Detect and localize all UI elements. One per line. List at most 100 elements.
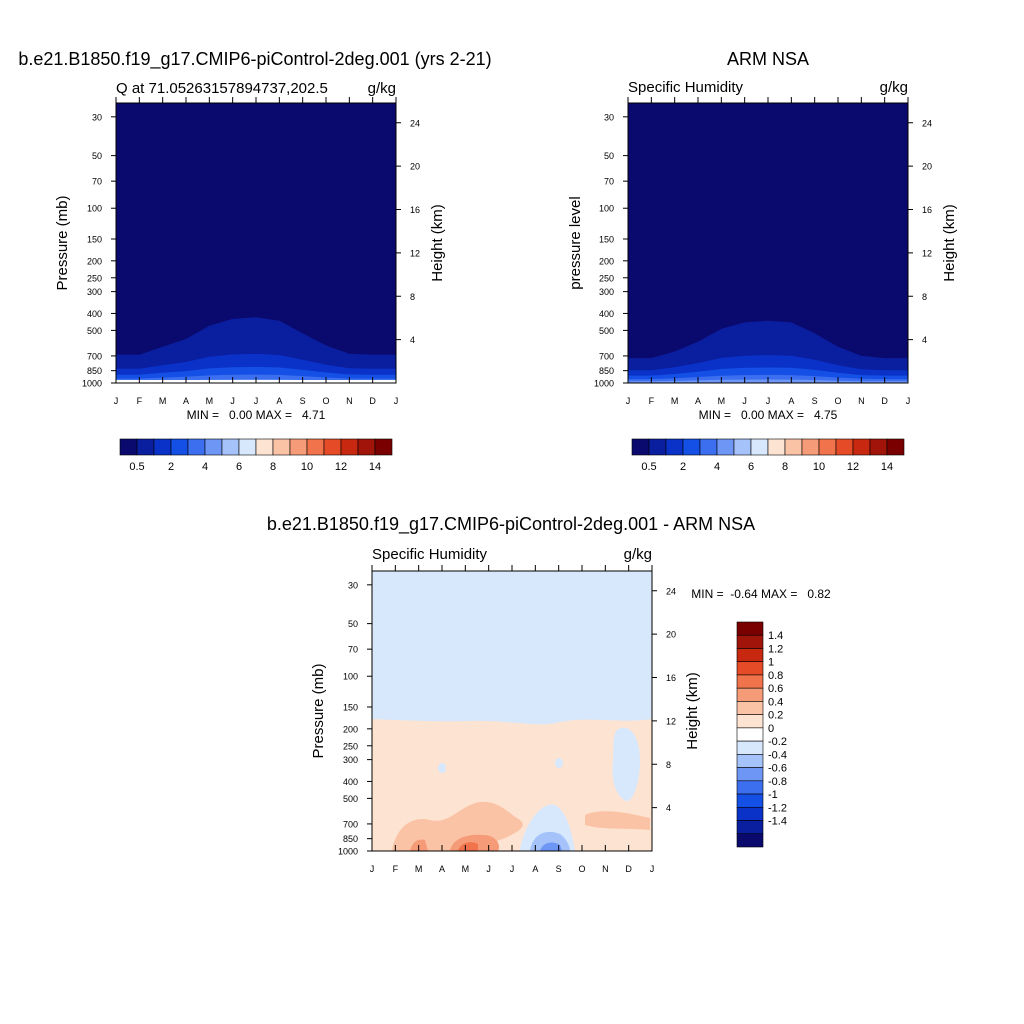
panel-model-ylabel-right: Height (km) [429,204,446,282]
pressure-tick-label: 50 [92,151,102,161]
height-tick-label: 8 [666,760,671,770]
pressure-tick-label: 30 [348,580,358,590]
panel-diff-stats: MIN = -0.64 MAX = 0.82 [691,587,831,601]
colorbar-label: 1.4 [768,630,783,642]
panel-obs-ylabel: pressure level [567,196,584,289]
colorbar-swatch [736,806,764,821]
colorbar-label: 1.2 [768,643,783,655]
x-tick-label: J [114,396,119,406]
panel-obs-title: ARM NSA [727,49,809,69]
colorbar-swatch [648,438,667,456]
pressure-tick-label: 30 [92,112,102,122]
colorbar-label: 0.4 [768,696,783,708]
colorbar-label: 8 [782,461,788,473]
colorbar-label: -1.2 [768,802,787,814]
pressure-tick-label: 850 [87,366,102,376]
panel-diff-negative-surface-06 [540,842,562,851]
height-tick-label: 24 [922,118,932,128]
pressure-tick-label: 200 [343,724,358,734]
x-tick-label: M [671,396,679,406]
pressure-tick-label: 1000 [82,379,102,389]
pressure-tick-label: 50 [348,619,358,629]
x-tick-label: A [276,396,282,406]
x-tick-label: J [486,864,491,874]
pressure-tick-label: 1000 [338,847,358,857]
x-tick-label: F [393,864,399,874]
pressure-tick-label: 200 [87,256,102,266]
colorbar-label: -0.8 [768,776,787,788]
panel-diff-lower-region [372,719,652,851]
pressure-tick-label: 300 [343,755,358,765]
colorbar-label: 4 [714,461,720,473]
colorbar-swatch [736,833,764,848]
x-tick-label: N [602,864,609,874]
x-tick-label: S [556,864,562,874]
x-tick-label: J [650,864,655,874]
colorbar-label: 4 [202,461,208,473]
panel-model-plot-area [115,102,397,384]
colorbar-swatch [736,674,764,689]
height-tick-label: 20 [922,162,932,172]
x-tick-label: J [626,396,631,406]
pressure-tick-label: 300 [599,287,614,297]
panel-diff-ylabel-right: Height (km) [684,672,701,750]
height-tick-label: 24 [666,586,676,596]
x-tick-label: O [578,864,585,874]
panel-diff-title: b.e21.B1850.f19_g17.CMIP6-piControl-2deg… [267,514,755,535]
height-tick-label: 4 [922,335,927,345]
x-tick-label: S [812,396,818,406]
height-tick-label: 20 [666,630,676,640]
colorbar-swatch [886,438,905,456]
x-tick-label: M [159,396,167,406]
colorbar-swatch [801,438,820,456]
pressure-tick-label: 500 [599,326,614,336]
colorbar-swatch [289,438,308,456]
x-tick-label: J [254,396,259,406]
x-tick-label: M [462,864,470,874]
height-tick-label: 12 [410,248,420,258]
x-tick-label: A [439,864,445,874]
pressure-tick-label: 70 [604,177,614,187]
colorbar-label: 0 [768,723,774,735]
colorbar-swatch [204,438,223,456]
height-tick-label: 4 [410,335,415,345]
panel-model-height-axis: 24 20 16 12 8 4 [396,118,420,345]
colorbar-swatch [736,701,764,715]
colorbar-swatch [869,438,888,456]
pressure-tick-label: 70 [348,645,358,655]
pressure-tick-label: 150 [599,235,614,245]
colorbar-swatch [374,438,393,456]
colorbar-swatch [340,438,359,456]
colorbar-swatch [699,438,718,456]
x-tick-label: D [625,864,632,874]
colorbar-swatch [187,438,206,456]
colorbar-swatch [733,438,752,456]
colorbar-label: -0.2 [768,736,787,748]
panel-diff-negative-blob-dec [612,727,640,802]
panel-diff-negative-dot-apr [438,763,446,773]
height-tick-label: 16 [410,205,420,215]
panel-model-stats: MIN = 0.00 MAX = 4.71 [187,408,326,422]
colorbar-swatch [136,438,155,456]
x-tick-label: A [532,864,538,874]
pressure-tick-label: 100 [87,204,102,214]
colorbar-swatch [736,661,764,676]
colorbar-label: 0.5 [129,461,144,473]
colorbar-swatch [736,793,764,808]
pressure-tick-label: 300 [87,287,102,297]
x-tick-label: J [906,396,911,406]
colorbar-swatch [736,754,764,768]
panel-diff-subtitle-left: Specific Humidity [372,546,488,563]
x-tick-label: J [510,864,515,874]
colorbar-swatch [736,727,764,742]
panel-obs-height-axis: 24 20 16 12 8 4 [908,118,932,345]
pressure-tick-label: 500 [87,326,102,336]
pressure-tick-label: 400 [87,309,102,319]
pressure-tick-label: 850 [343,834,358,844]
colorbar-swatch [736,714,764,729]
panel-diff-negative-dot-aug [555,758,563,768]
colorbar-label: 10 [301,461,313,473]
pressure-tick-label: 250 [599,273,614,283]
